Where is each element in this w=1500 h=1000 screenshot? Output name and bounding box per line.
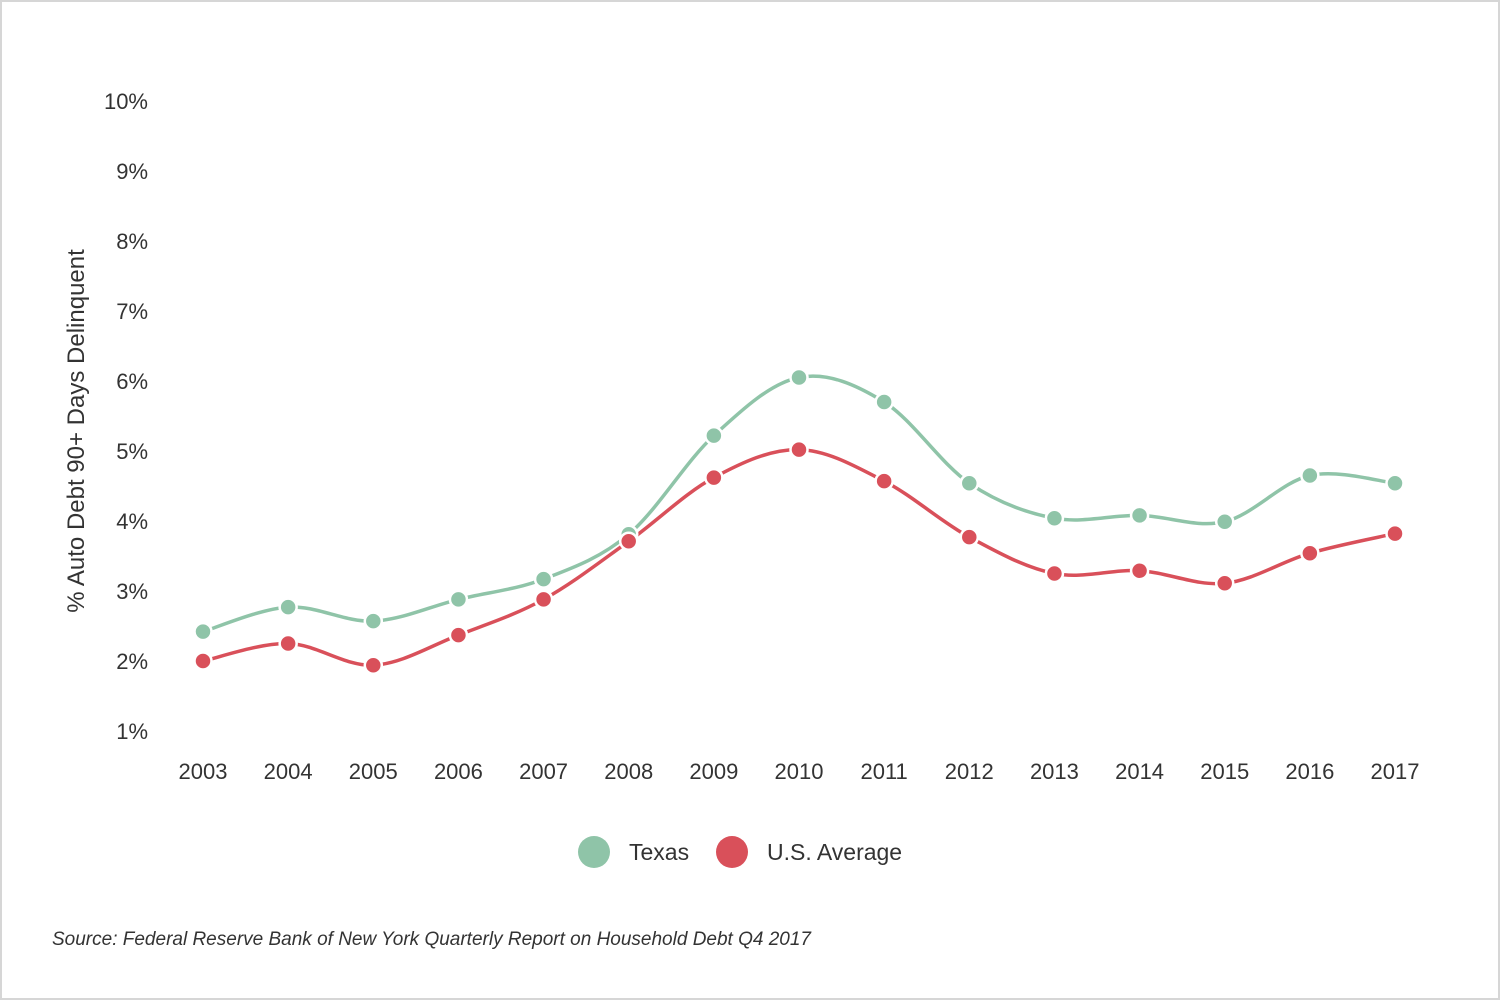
y-axis-label: % Auto Debt 90+ Days Delinquent	[63, 249, 90, 613]
y-tick-label: 8%	[116, 229, 148, 254]
data-point-u-s-average	[704, 467, 724, 488]
data-point-u-s-average	[1044, 563, 1065, 584]
data-point-u-s-average	[1129, 560, 1150, 581]
data-point-u-s-average	[193, 651, 213, 671]
x-tick-label: 2009	[689, 759, 738, 784]
x-tick-label: 2014	[1115, 759, 1164, 784]
data-point-texas	[789, 367, 809, 388]
x-tick-label: 2003	[179, 759, 228, 784]
legend: Texas U.S. Average	[578, 836, 902, 868]
x-tick-label: 2004	[264, 759, 313, 784]
x-tick-label: 2008	[604, 759, 653, 784]
data-point-texas	[278, 597, 298, 617]
x-axis-ticks: 2003 2004 2005 2006 2007 2008 2009 2010 2011 2012…	[179, 759, 1420, 784]
data-point-texas	[1300, 465, 1320, 486]
x-tick-label: 2015	[1200, 759, 1249, 784]
legend-label: U.S. Average	[767, 839, 902, 865]
data-point-texas	[193, 621, 213, 642]
data-point-texas	[533, 569, 554, 589]
data-point-u-s-average	[533, 589, 554, 610]
data-point-u-s-average	[618, 531, 639, 552]
x-tick-label: 2012	[945, 759, 994, 784]
data-point-texas	[959, 473, 980, 493]
y-tick-label: 3%	[116, 579, 148, 604]
data-point-texas	[1129, 505, 1150, 526]
data-point-u-s-average	[1300, 543, 1320, 563]
series-line-u-s-average	[201, 447, 1397, 667]
x-tick-label: 2006	[434, 759, 483, 784]
y-tick-label: 10%	[104, 89, 148, 114]
source-note: Source: Federal Reserve Bank of New York…	[52, 929, 811, 950]
y-tick-label: 6%	[116, 369, 148, 394]
data-point-texas	[1214, 511, 1235, 532]
y-axis-ticks: 1% 2% 3% 4% 5% 6% 7% 8% 9% 10%	[104, 89, 148, 744]
data-point-u-s-average	[959, 527, 980, 547]
x-tick-label: 2013	[1030, 759, 1079, 784]
legend-marker	[716, 836, 748, 868]
data-point-u-s-average	[1385, 523, 1405, 544]
data-point-u-s-average	[1214, 573, 1235, 594]
data-point-texas	[1044, 508, 1065, 528]
series-line-texas	[201, 374, 1397, 634]
data-point-texas	[363, 611, 384, 631]
data-point-u-s-average	[278, 633, 298, 654]
legend-label: Texas	[629, 839, 689, 865]
x-tick-label: 2016	[1285, 759, 1334, 784]
x-tick-label: 2011	[860, 759, 907, 784]
data-point-u-s-average	[874, 471, 894, 491]
data-point-texas	[874, 392, 894, 412]
x-tick-label: 2010	[775, 759, 824, 784]
data-point-texas	[704, 425, 724, 446]
legend-marker	[578, 836, 610, 868]
y-tick-label: 4%	[116, 509, 148, 534]
series-points	[193, 367, 1405, 675]
x-tick-label: 2007	[519, 759, 568, 784]
data-point-texas	[1385, 473, 1405, 493]
y-tick-label: 1%	[116, 719, 148, 744]
y-tick-label: 2%	[116, 649, 148, 674]
y-tick-label: 9%	[116, 159, 148, 184]
data-point-u-s-average	[789, 439, 809, 460]
y-tick-label: 5%	[116, 439, 148, 464]
y-tick-label: 7%	[116, 299, 148, 324]
x-tick-label: 2005	[349, 759, 398, 784]
x-tick-label: 2017	[1371, 759, 1420, 784]
data-point-u-s-average	[448, 625, 469, 645]
data-point-texas	[448, 589, 469, 610]
data-point-u-s-average	[363, 655, 384, 675]
